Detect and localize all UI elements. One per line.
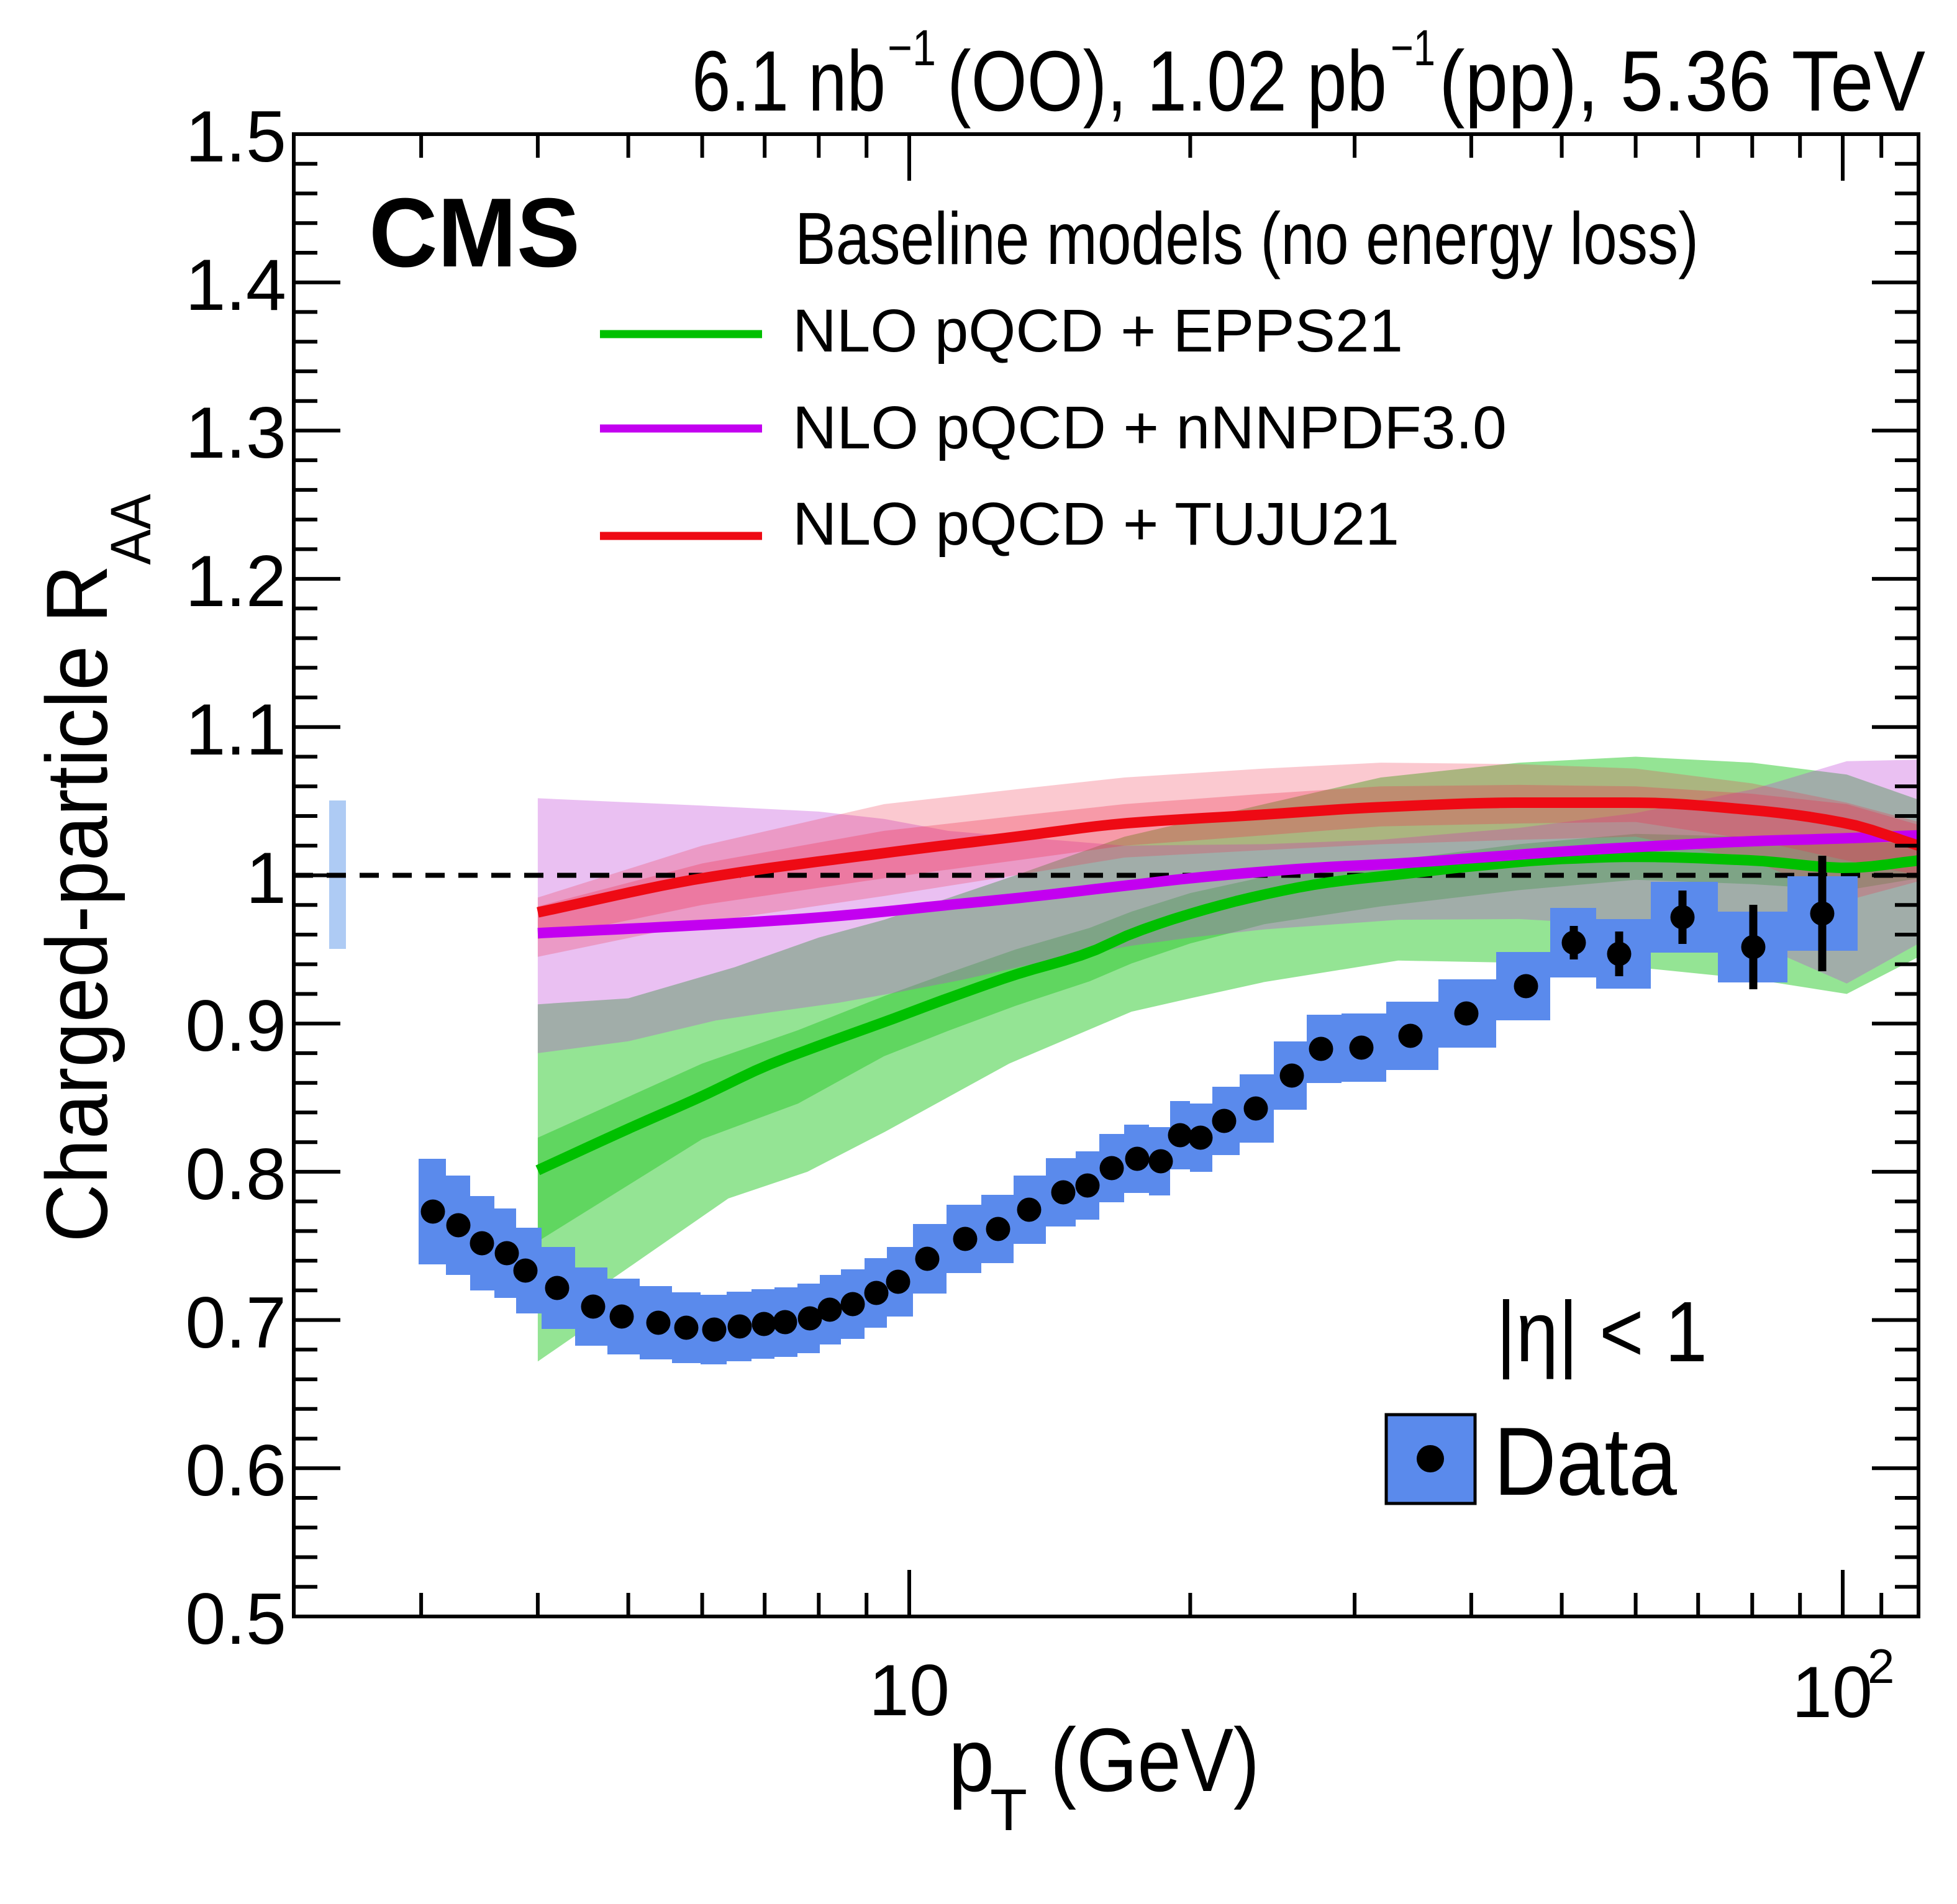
svg-text:2: 2 [1868, 1639, 1894, 1693]
svg-text:1.1: 1.1 [185, 689, 286, 770]
svg-text:(OO), 1.02 pb: (OO), 1.02 pb [947, 34, 1387, 129]
svg-text:6.1 nb: 6.1 nb [692, 34, 886, 129]
svg-text:(pp), 5.36 TeV: (pp), 5.36 TeV [1439, 34, 1925, 129]
svg-text:(GeV): (GeV) [1050, 1710, 1260, 1810]
svg-text:0.6: 0.6 [185, 1430, 286, 1511]
svg-text:T: T [990, 1777, 1027, 1843]
svg-text:1.4: 1.4 [185, 244, 286, 325]
svg-text:NLO pQCD + TUJU21: NLO pQCD + TUJU21 [792, 490, 1399, 558]
svg-text:0.9: 0.9 [185, 985, 286, 1066]
svg-text:Data: Data [1494, 1408, 1677, 1516]
svg-text:0.8: 0.8 [185, 1133, 286, 1215]
svg-text:NLO pQCD + EPPS21: NLO pQCD + EPPS21 [792, 297, 1403, 365]
svg-text:1.2: 1.2 [185, 540, 286, 622]
svg-text:CMS: CMS [369, 178, 580, 288]
svg-text:Baseline models (no energy los: Baseline models (no energy loss) [795, 197, 1699, 280]
svg-text:10: 10 [869, 1649, 950, 1731]
svg-text:10: 10 [1792, 1651, 1873, 1733]
svg-text:|η| < 1: |η| < 1 [1496, 1284, 1707, 1380]
svg-text:p: p [948, 1710, 994, 1810]
svg-text:−1: −1 [888, 20, 936, 76]
svg-text:1: 1 [246, 837, 286, 918]
svg-text:0.5: 0.5 [185, 1578, 286, 1659]
svg-text:−1: −1 [1391, 20, 1435, 76]
svg-text:0.7: 0.7 [185, 1282, 286, 1363]
svg-text:NLO pQCD + nNNPDF3.0: NLO pQCD + nNNPDF3.0 [792, 394, 1507, 461]
svg-text:1.3: 1.3 [185, 392, 286, 473]
svg-text:1.5: 1.5 [185, 96, 286, 177]
